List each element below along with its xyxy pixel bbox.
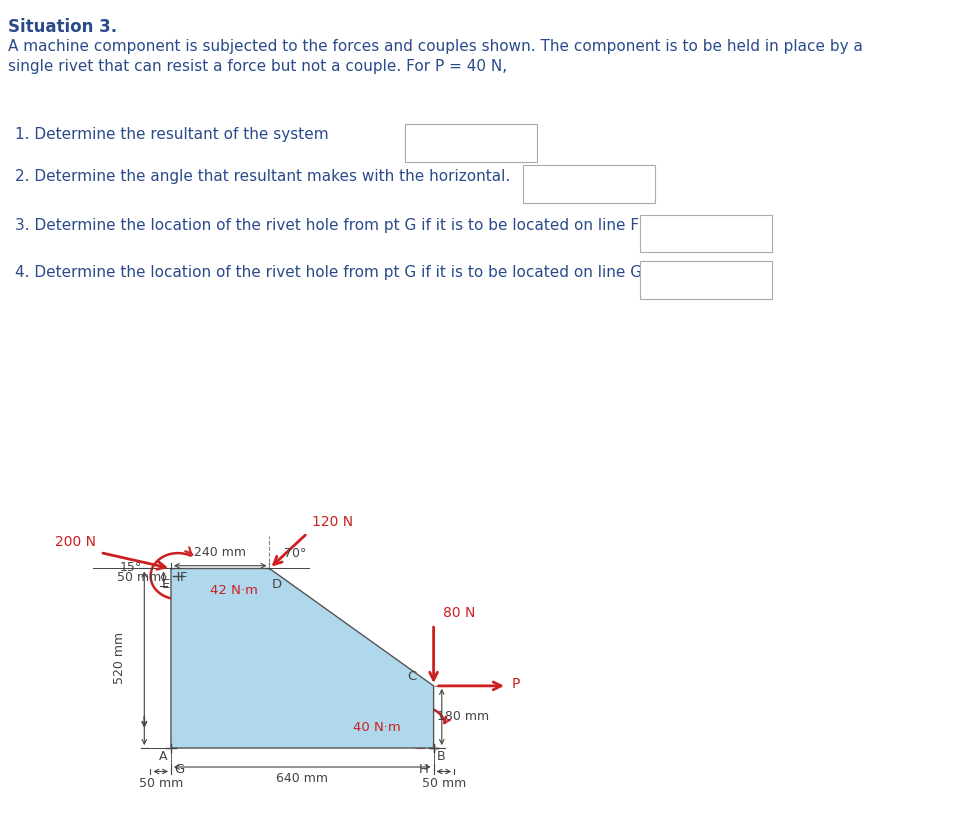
Polygon shape: [171, 569, 434, 748]
Text: 40 N·m: 40 N·m: [353, 721, 401, 734]
Text: 120 N: 120 N: [313, 515, 354, 529]
Text: 2. Determine the angle that resultant makes with the horizontal.: 2. Determine the angle that resultant ma…: [15, 169, 510, 183]
Text: Situation 3.: Situation 3.: [8, 18, 117, 36]
Text: E: E: [162, 579, 170, 591]
Text: 80 N: 80 N: [444, 606, 476, 620]
Text: 180 mm: 180 mm: [438, 710, 489, 723]
Text: 240 mm: 240 mm: [194, 546, 246, 559]
Text: 50 mm: 50 mm: [422, 777, 466, 789]
Bar: [640, 261, 772, 299]
Bar: [640, 215, 772, 252]
Text: 42 N·m: 42 N·m: [210, 584, 258, 598]
Text: H: H: [419, 763, 429, 776]
Text: 15°: 15°: [120, 561, 142, 574]
Text: D: D: [272, 579, 281, 591]
Text: 70°: 70°: [284, 547, 307, 561]
Text: A machine component is subjected to the forces and couples shown. The component : A machine component is subjected to the …: [8, 39, 863, 54]
Text: 200 N: 200 N: [56, 535, 97, 549]
Text: A: A: [159, 750, 167, 764]
Text: 640 mm: 640 mm: [276, 772, 328, 785]
Bar: [405, 124, 537, 162]
Text: P: P: [512, 677, 520, 691]
Text: B: B: [437, 750, 446, 764]
Text: G: G: [174, 763, 184, 776]
Text: 520 mm: 520 mm: [113, 632, 126, 685]
Text: F: F: [180, 571, 188, 584]
Text: 50 mm: 50 mm: [117, 570, 161, 584]
Text: 4. Determine the location of the rivet hole from pt G if it is to be located on : 4. Determine the location of the rivet h…: [15, 265, 654, 279]
Text: single rivet that can resist a force but not a couple. For P = 40 N,: single rivet that can resist a force but…: [8, 59, 507, 74]
Text: 50 mm: 50 mm: [139, 777, 183, 789]
Text: 3. Determine the location of the rivet hole from pt G if it is to be located on : 3. Determine the location of the rivet h…: [15, 218, 651, 233]
Text: 1. Determine the resultant of the system: 1. Determine the resultant of the system: [15, 127, 328, 142]
Bar: [523, 165, 655, 203]
Text: C: C: [406, 670, 416, 682]
